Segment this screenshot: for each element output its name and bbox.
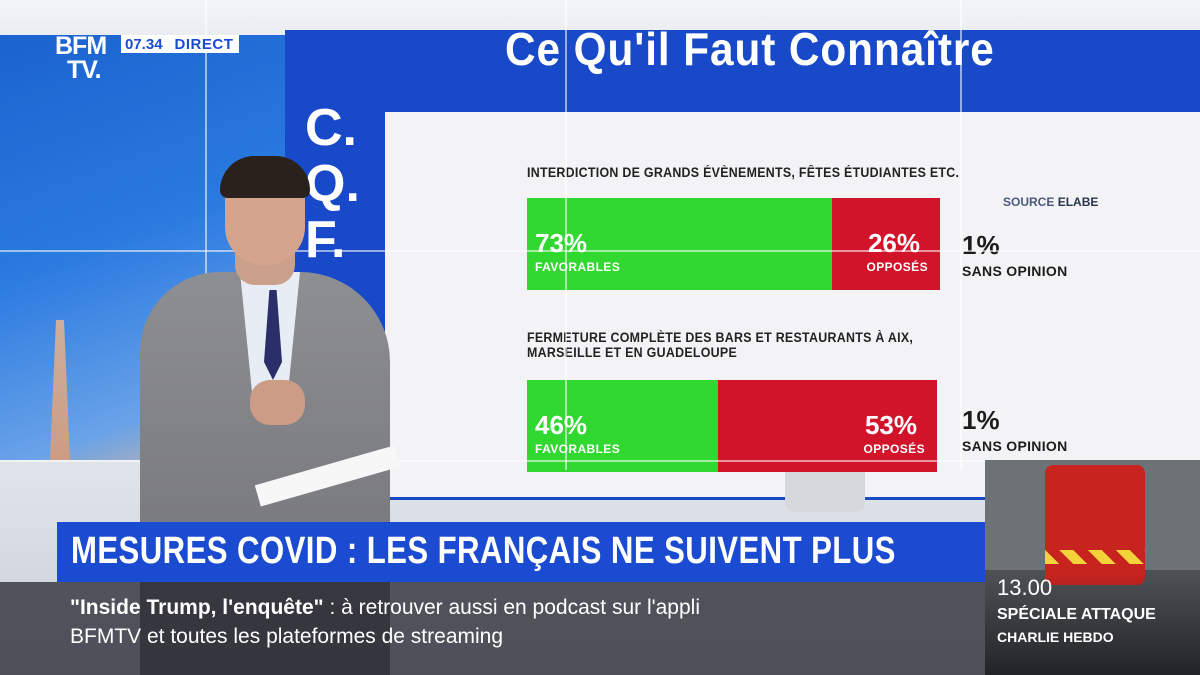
live-indicator: 07.34 DIRECT [121, 35, 240, 53]
next-program-overlay [985, 572, 1200, 675]
poll-question-1: INTERDICTION DE GRANDS ÉVÈNEMENTS, FÊTES… [527, 165, 960, 180]
poll-question-2: FERMETURE COMPLÈTE DES BARS ET RESTAURAN… [527, 330, 914, 360]
next-program-title: SPÉCIALE ATTAQUE [997, 606, 1156, 623]
cqfc-letters: C. Q. F. [305, 100, 360, 268]
poll-bar-2: 46% FAVORABLES 53% OPPOSÉS [527, 380, 937, 472]
letter-c: C. [305, 99, 357, 157]
no-opinion-1: 1% SANS OPINION [962, 230, 1068, 279]
poll-source: SOURCE ELABE [1003, 195, 1098, 209]
bar-1-opposed: 26% OPPOSÉS [831, 198, 940, 290]
presenter-hand [250, 380, 305, 425]
fire-truck-stripe [1045, 550, 1145, 564]
ticker-line-1: "Inside Trump, l'enquête" : à retrouver … [70, 596, 700, 620]
next-program-box: 13.00 SPÉCIALE ATTAQUE CHARLIE HEBDO [985, 460, 1200, 675]
no-opinion-2-pct: 1% [962, 405, 1000, 435]
bar-2-favorable-pct: 46% [535, 410, 588, 440]
bfmtv-logo: BFM TV. [55, 32, 107, 84]
direct-label: DIRECT [168, 35, 240, 53]
source-prefix: SOURCE [1003, 195, 1058, 209]
bar-2-opposed-pct: 53% [864, 410, 917, 440]
wall-divider [960, 0, 962, 470]
tower-silhouette [50, 320, 70, 460]
ticker-program-title: "Inside Trump, l'enquête" [70, 596, 324, 619]
presenter-hair [220, 156, 310, 198]
bar-2-favorable: 46% FAVORABLES [527, 380, 718, 472]
fire-truck [1045, 465, 1145, 585]
bar-2-opposed: 53% OPPOSÉS [717, 380, 937, 472]
bar-1-opposed-label: OPPOSÉS [866, 260, 928, 274]
no-opinion-1-pct: 1% [962, 230, 1000, 260]
headline-banner: MESURES COVID : LES FRANÇAIS NE SUIVENT … [57, 522, 985, 582]
letter-q: Q. [305, 155, 360, 213]
wall-divider [0, 460, 1200, 462]
no-opinion-2: 1% SANS OPINION [962, 405, 1068, 454]
wall-divider [0, 250, 1200, 252]
no-opinion-1-label: SANS OPINION [962, 263, 1068, 279]
logo-line-1: BFM [55, 32, 107, 60]
bar-1-favorable-pct: 73% [535, 228, 588, 258]
bar-2-favorable-label: FAVORABLES [535, 442, 621, 456]
presenter-tie [264, 290, 282, 380]
source-name: ELABE [1057, 195, 1099, 209]
next-program-subtitle: CHARLIE HEBDO [997, 629, 1114, 645]
bar-2-opposed-label: OPPOSÉS [863, 442, 925, 456]
bar-1-opposed-pct: 26% [867, 228, 920, 258]
ticker-line-1-rest: : à retrouver aussi en podcast sur l'app… [323, 596, 700, 619]
ticker-line-2: BFMTV et toutes les plateformes de strea… [70, 625, 504, 648]
letter-f: F. [305, 211, 346, 269]
wall-divider [565, 0, 567, 470]
no-opinion-2-label: SANS OPINION [962, 438, 1068, 454]
poll-bar-1: 73% FAVORABLES 26% OPPOSÉS [527, 198, 940, 290]
bar-1-favorable: 73% FAVORABLES [527, 198, 832, 290]
news-ticker: "Inside Trump, l'enquête" : à retrouver … [0, 582, 985, 675]
clock: 07.34 [121, 35, 169, 53]
banner-title: MESURES COVID : LES FRANÇAIS NE SUIVENT … [71, 530, 896, 572]
logo-line-2: TV. [67, 56, 102, 84]
screen-headline: Ce Qu'il Faut Connaître [505, 23, 995, 75]
next-program-time: 13.00 [997, 575, 1053, 600]
bar-1-favorable-label: FAVORABLES [535, 260, 621, 274]
